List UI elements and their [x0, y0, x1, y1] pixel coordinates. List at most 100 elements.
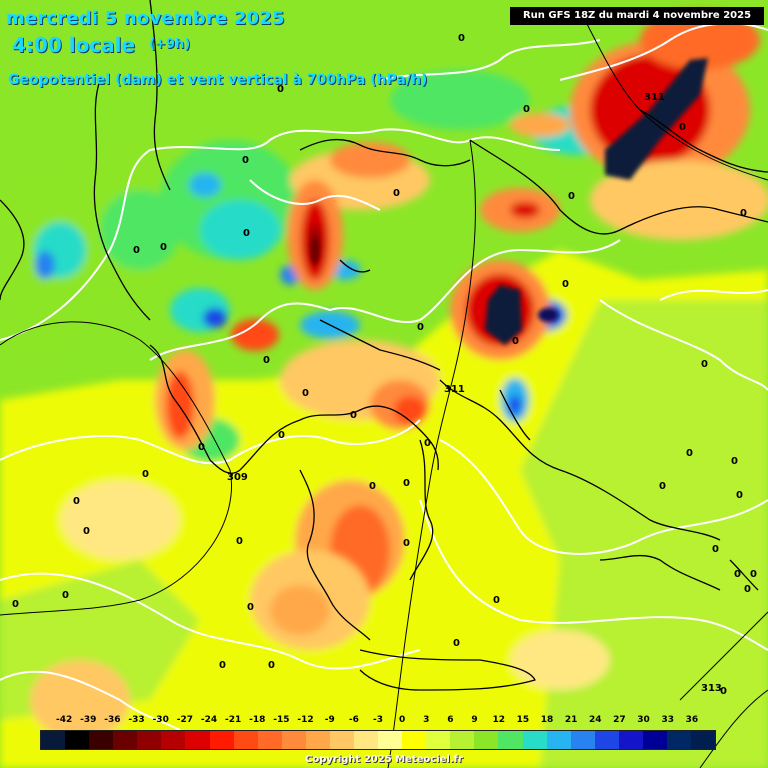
- legend-tick-label: 15: [516, 715, 530, 725]
- color-legend: [40, 730, 716, 750]
- zero-label: 0: [493, 595, 500, 606]
- legend-swatch: [185, 731, 210, 749]
- legend-tick-label: 30: [637, 715, 650, 725]
- zero-label: 0: [720, 686, 727, 697]
- zero-label: 0: [424, 438, 431, 449]
- zero-label: 0: [242, 155, 249, 166]
- strong-descent-cores: [311, 58, 708, 345]
- legend-tick-label: -27: [176, 715, 193, 725]
- legend-swatch: [474, 731, 499, 749]
- zero-label: 0: [142, 469, 149, 480]
- zero-label: 0: [736, 490, 743, 501]
- legend-swatch: [642, 731, 668, 749]
- zero-label: 0: [369, 481, 376, 492]
- legend-swatch: [257, 731, 282, 749]
- zero-label: 0: [679, 122, 686, 133]
- legend-swatch: [618, 731, 643, 749]
- zero-label: 0: [268, 660, 275, 671]
- legend-tick-label: 18: [540, 715, 554, 725]
- zero-label: 0: [302, 388, 309, 399]
- run-info: Run GFS 18Z du mardi 4 novembre 2025: [510, 7, 764, 25]
- zero-label: 0: [750, 569, 757, 580]
- zero-label: 0: [686, 448, 693, 459]
- legend-tick-label: -36: [104, 715, 121, 725]
- zero-label: 0: [133, 245, 140, 256]
- forecast-date: mercredi 5 novembre 2025: [6, 8, 285, 29]
- zero-label: 0: [236, 536, 243, 547]
- legend-tick-label: -33: [128, 715, 145, 725]
- zero-label: 0: [278, 430, 285, 441]
- legend-swatch: [594, 731, 619, 749]
- legend-tick-label: -42: [56, 715, 73, 725]
- zero-label: 0: [277, 84, 284, 95]
- zero-label: 0: [350, 410, 357, 421]
- geopotential-labels: 311 311 309 313: [227, 92, 722, 694]
- legend-swatch: [691, 731, 716, 749]
- forecast-time: 4:00 locale (+9h): [12, 33, 190, 57]
- legend-tick-label: 3: [423, 715, 430, 725]
- legend-tick-label: -21: [225, 715, 242, 725]
- zero-label: 0: [744, 584, 751, 595]
- legend-swatch: [546, 731, 571, 749]
- legend-tick-label: 0: [399, 715, 406, 725]
- zero-label: 0: [403, 538, 410, 549]
- legend-tick-label: 6: [447, 715, 454, 725]
- zero-label: 0: [198, 442, 205, 453]
- zero-label: 0: [160, 242, 167, 253]
- legend-swatch: [570, 731, 595, 749]
- zero-label: 0: [219, 660, 226, 671]
- legend-swatch: [498, 731, 523, 749]
- legend-swatch: [354, 731, 379, 749]
- legend-tick-label: -3: [373, 715, 383, 725]
- legend-swatch: [161, 731, 186, 749]
- legend-swatch: [305, 731, 330, 749]
- legend-swatch: [209, 731, 234, 749]
- legend-tick-label: -24: [200, 715, 218, 725]
- zero-label: 0: [712, 544, 719, 555]
- legend-swatch: [426, 731, 451, 749]
- zero-label: 0: [523, 104, 530, 115]
- legend-tick-label: -6: [348, 715, 359, 725]
- coastlines-borders: [0, 0, 768, 691]
- geopotential-label: 311: [444, 384, 465, 395]
- legend-swatch: [89, 731, 114, 749]
- zero-label: 0: [403, 478, 410, 489]
- legend-tick-label: -9: [324, 715, 335, 725]
- legend-swatch: [378, 731, 403, 749]
- legend-swatch: [402, 731, 427, 749]
- zero-label: 0: [458, 33, 465, 44]
- legend-swatch: [522, 731, 547, 749]
- legend-swatch: [450, 731, 475, 749]
- legend-tick-label: 36: [685, 715, 699, 725]
- zero-label: 0: [512, 336, 519, 347]
- forecast-offset: (+9h): [149, 37, 191, 52]
- zero-label: 0: [73, 496, 80, 507]
- legend-tick-label: 12: [492, 715, 505, 725]
- legend-swatch: [233, 731, 258, 749]
- zero-labels: 0 0 0 0 0 0 0 0 0 0 0 0 0 0 0 0 0 0 0 0 …: [12, 33, 757, 697]
- legend-swatch: [137, 731, 162, 749]
- legend-tick-label: 9: [471, 715, 478, 725]
- legend-swatch: [65, 731, 90, 749]
- legend-swatch: [41, 731, 66, 749]
- legend-tick-label: -15: [273, 715, 290, 725]
- zero-label: 0: [731, 456, 738, 467]
- legend-swatch: [667, 731, 692, 749]
- legend-tick-label: -39: [80, 715, 97, 725]
- legend-swatch: [113, 731, 138, 749]
- zero-label: 0: [393, 188, 400, 199]
- zero-label: 0: [659, 481, 666, 492]
- zero-label: 0: [62, 590, 69, 601]
- zero-label: 0: [247, 602, 254, 613]
- legend-swatch: [329, 731, 355, 749]
- zero-label: 0: [453, 638, 460, 649]
- zero-label: 0: [263, 355, 270, 366]
- zero-label: 0: [740, 208, 747, 219]
- copyright: Copyright 2025 Meteociel.fr: [305, 754, 463, 765]
- forecast-time-text: 4:00 locale: [12, 33, 136, 57]
- zero-label: 0: [568, 191, 575, 202]
- legend-tick-label: -12: [297, 715, 314, 725]
- zero-label: 0: [12, 599, 19, 610]
- zero-label: 0: [417, 322, 424, 333]
